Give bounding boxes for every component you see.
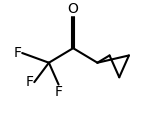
Text: F: F (55, 85, 63, 99)
Text: F: F (26, 75, 34, 89)
Text: F: F (14, 46, 22, 60)
Text: O: O (68, 2, 79, 16)
